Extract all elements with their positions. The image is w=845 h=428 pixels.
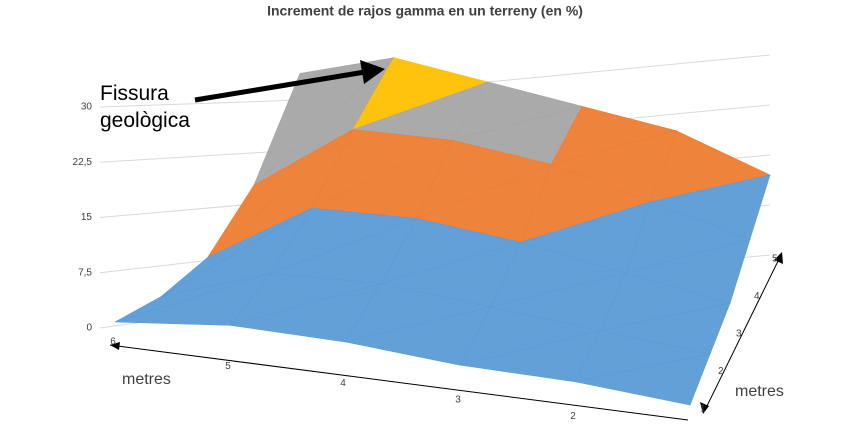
z-tick-label: 22,5	[73, 157, 93, 168]
annotation: Fissura geològica	[100, 82, 190, 132]
depth-tick-label: 1	[700, 404, 706, 415]
depth-axis-line	[704, 256, 781, 411]
depth-tick-label: 4	[754, 291, 760, 302]
surface	[114, 57, 771, 406]
annotation-arrow	[194, 69, 366, 103]
annotation-box: Fissura geològica	[100, 82, 190, 132]
depth-tick-label: 2	[718, 366, 724, 377]
z-tick-label: 7,5	[78, 267, 92, 278]
z-tick-label: 30	[81, 102, 93, 113]
arrow-head	[110, 342, 120, 350]
x-tick-label: 2	[570, 411, 576, 422]
depth-tick-label: 3	[736, 329, 742, 340]
x-tick-label: 6	[110, 337, 116, 348]
arrow-head	[774, 252, 783, 264]
chart-title: Increment de rajos gamma en un terreny (…	[267, 3, 583, 19]
arrow-head	[360, 60, 385, 84]
depth-tick-label: 5	[772, 254, 778, 265]
arrow-head	[700, 402, 709, 414]
x-tick-label: 3	[455, 394, 461, 405]
x-axis-title: metres	[122, 371, 171, 388]
x-tick-label: 5	[225, 361, 231, 372]
depth-axis-title: metres	[735, 383, 784, 400]
x-tick-label: 4	[340, 378, 346, 389]
surface-facet	[574, 353, 711, 406]
z-tick-label: 0	[86, 323, 92, 334]
x-axis-line	[109, 344, 689, 421]
z-tick-label: 15	[81, 212, 93, 223]
